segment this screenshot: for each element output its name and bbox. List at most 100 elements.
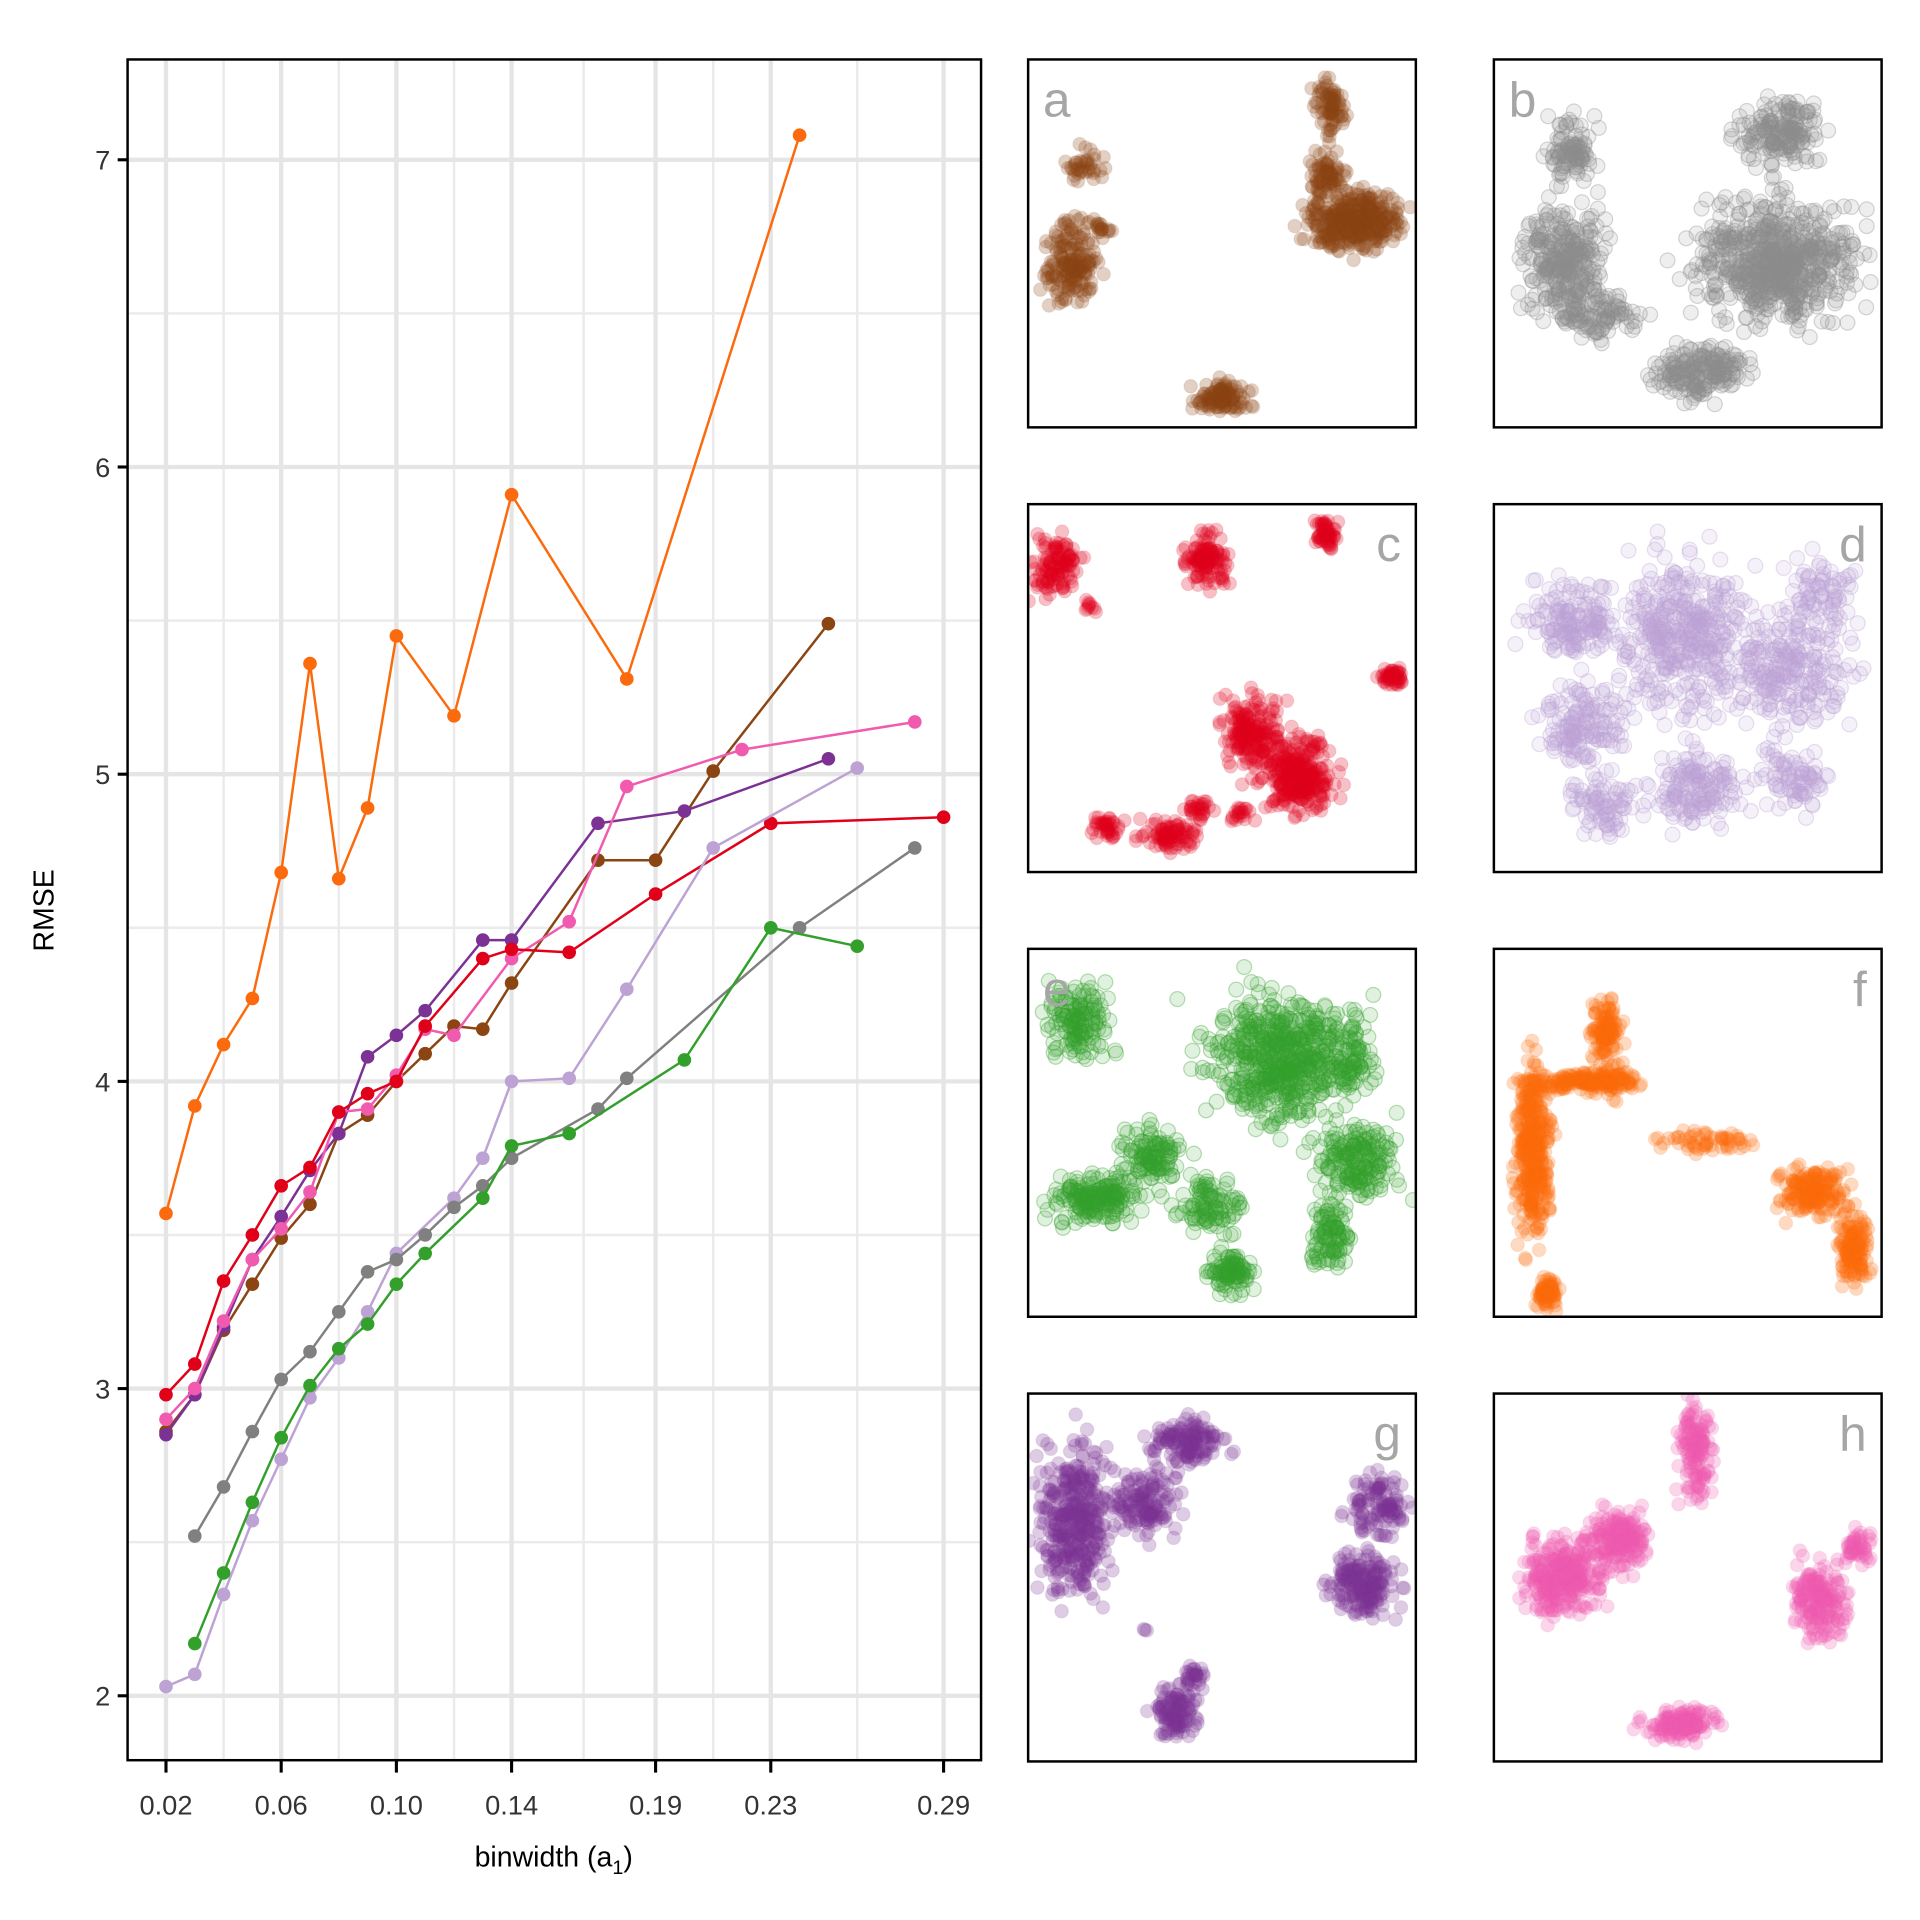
scatter-point bbox=[1520, 235, 1537, 252]
scatter-point bbox=[1697, 772, 1714, 789]
scatter-point bbox=[1065, 255, 1081, 271]
scatter-point bbox=[1541, 233, 1559, 250]
scatter-point bbox=[1631, 305, 1648, 322]
scatter-point bbox=[1721, 285, 1738, 303]
scatter-panel-a: a bbox=[1026, 58, 1418, 429]
scatter-point bbox=[1560, 258, 1577, 275]
scatter-point bbox=[1319, 174, 1335, 190]
scatter-point bbox=[1785, 235, 1802, 252]
scatter-point bbox=[1329, 218, 1345, 234]
scatter-point bbox=[1546, 247, 1564, 264]
scatter-point bbox=[1046, 256, 1062, 272]
scatter-point bbox=[1572, 318, 1590, 335]
scatter-point bbox=[1567, 246, 1584, 263]
scatter-point bbox=[1650, 358, 1667, 376]
scatter-point bbox=[1807, 250, 1824, 267]
scatter-point bbox=[1777, 246, 1794, 263]
scatter-point bbox=[1316, 220, 1332, 236]
scatter-point bbox=[1726, 226, 1743, 243]
scatter-point bbox=[1550, 281, 1567, 298]
scatter-point bbox=[1785, 249, 1802, 266]
scatter-point bbox=[1364, 210, 1380, 226]
scatter-point bbox=[1064, 251, 1080, 267]
scatter-point bbox=[1721, 696, 1738, 713]
scatter-point bbox=[1345, 212, 1361, 228]
y-tick-label: 6 bbox=[95, 452, 110, 483]
scatter-point bbox=[1563, 292, 1580, 309]
scatter-point bbox=[1544, 149, 1561, 166]
scatter-point bbox=[1324, 167, 1340, 183]
scatter-point bbox=[1551, 241, 1569, 259]
scatter-point bbox=[1308, 95, 1323, 110]
scatter-point bbox=[1201, 389, 1217, 405]
scatter-point bbox=[1331, 98, 1347, 114]
scatter-point bbox=[1302, 154, 1318, 169]
scatter-point bbox=[1388, 204, 1404, 220]
scatter-point bbox=[1585, 261, 1602, 278]
scatter-point bbox=[1767, 268, 1784, 285]
scatter-point bbox=[1319, 228, 1335, 244]
scatter-point bbox=[1341, 214, 1357, 229]
scatter-point bbox=[1551, 225, 1568, 242]
scatter-point bbox=[1789, 287, 1807, 304]
scatter-point bbox=[1689, 287, 1706, 304]
scatter-point bbox=[1560, 150, 1577, 167]
scatter-point bbox=[1706, 283, 1723, 300]
scatter-point bbox=[1094, 221, 1110, 237]
scatter-point bbox=[1216, 400, 1231, 416]
scatter-point bbox=[1562, 141, 1579, 158]
scatter-point bbox=[1590, 595, 1607, 613]
scatter-point bbox=[1763, 238, 1780, 255]
scatter-point bbox=[1319, 164, 1335, 179]
scatter-point bbox=[1529, 237, 1546, 254]
scatter-point bbox=[1328, 208, 1344, 224]
scatter-point bbox=[1713, 233, 1730, 250]
scatter-point bbox=[1788, 253, 1805, 270]
scatter-point bbox=[1569, 225, 1586, 242]
scatter-point bbox=[1754, 276, 1771, 293]
scatter-point bbox=[1748, 215, 1765, 232]
scatter-point bbox=[1072, 258, 1088, 274]
scatter-point bbox=[1778, 215, 1795, 233]
scatter-point bbox=[1375, 214, 1391, 230]
scatter-point bbox=[1742, 219, 1760, 236]
scatter-point bbox=[1339, 217, 1355, 233]
data-point-e bbox=[360, 1317, 375, 1331]
scatter-point bbox=[1059, 231, 1075, 247]
scatter-point bbox=[1757, 253, 1775, 270]
scatter-point bbox=[1749, 234, 1766, 251]
scatter-point bbox=[1583, 297, 1600, 314]
scatter-point bbox=[1757, 199, 1774, 216]
series-line-g bbox=[164, 757, 829, 1436]
scatter-point bbox=[1070, 249, 1086, 265]
scatter-point bbox=[1738, 239, 1755, 256]
scatter-point bbox=[1091, 222, 1107, 237]
scatter-point bbox=[1323, 122, 1339, 138]
data-point-g bbox=[677, 804, 692, 818]
scatter-point bbox=[1354, 216, 1369, 232]
scatter-point bbox=[1327, 88, 1343, 104]
scatter-point bbox=[1332, 176, 1348, 191]
scatter-point bbox=[1390, 195, 1406, 211]
scatter-point bbox=[1331, 231, 1347, 246]
scatter-point bbox=[1068, 279, 1084, 295]
scatter-point bbox=[1198, 389, 1214, 405]
scatter-point bbox=[1061, 213, 1077, 228]
scatter-point bbox=[1782, 229, 1799, 246]
scatter-point bbox=[1307, 143, 1323, 159]
scatter-point bbox=[1808, 230, 1825, 247]
scatter-point bbox=[1653, 750, 1670, 767]
scatter-point bbox=[1340, 225, 1356, 241]
scatter-point bbox=[1772, 230, 1789, 248]
scatter-point bbox=[1795, 205, 1812, 222]
scatter-point bbox=[1759, 258, 1776, 275]
scatter-point bbox=[1749, 210, 1766, 228]
scatter-point bbox=[1807, 204, 1824, 222]
scatter-point bbox=[1758, 269, 1776, 287]
scatter-point bbox=[1341, 191, 1357, 207]
scatter-point bbox=[1562, 218, 1580, 235]
scatter-point bbox=[1576, 242, 1593, 259]
scatter-point bbox=[1335, 201, 1351, 217]
scatter-point bbox=[1581, 319, 1598, 336]
scatter-point bbox=[1784, 266, 1801, 283]
